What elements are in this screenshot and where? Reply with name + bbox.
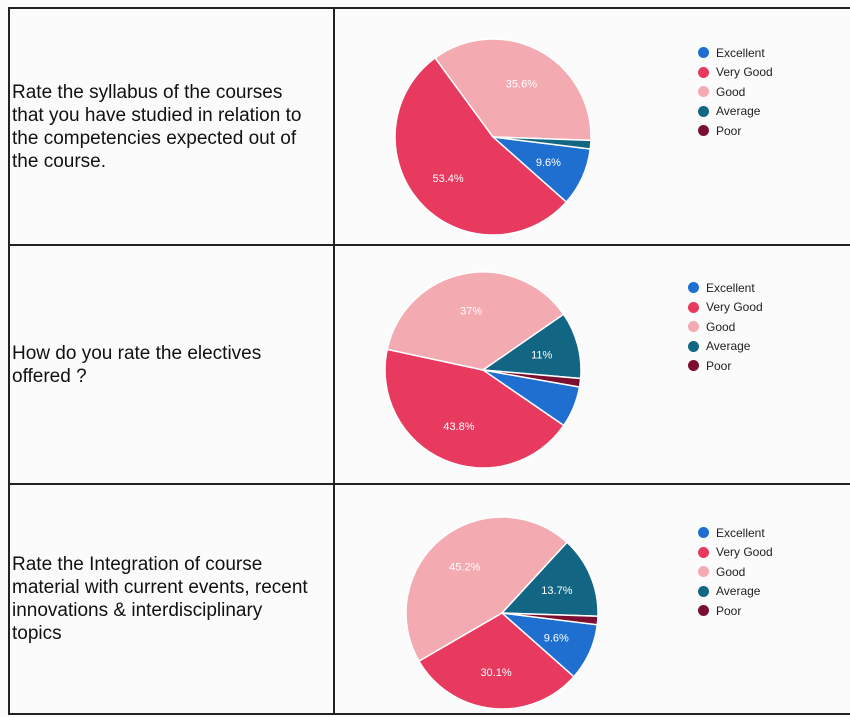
legend-label: Good xyxy=(716,564,746,579)
legend-swatch xyxy=(698,527,709,539)
legend: Excellent Very Good Good Average Poor xyxy=(698,43,773,141)
legend-item-average: Average xyxy=(698,582,773,602)
pie-slice-very-good xyxy=(417,612,575,710)
question-text: Rate the syllabus of the courses that yo… xyxy=(12,81,302,172)
legend-swatch xyxy=(698,86,709,98)
legend-label: Excellent xyxy=(706,280,755,295)
legend-label: Poor xyxy=(716,123,742,138)
legend-item-average: Average xyxy=(698,102,773,122)
legend: Excellent Very Good Good Average Poor xyxy=(698,523,773,621)
question-cell: Rate the syllabus of the courses that yo… xyxy=(12,9,330,244)
legend-item-very-good: Very Good xyxy=(698,543,773,563)
pie-slice-very-good xyxy=(384,348,565,469)
pie-slice-average xyxy=(492,136,592,150)
legend-label: Very Good xyxy=(716,65,773,80)
question-text: How do you rate the electives offered ? xyxy=(12,342,262,387)
pie-label-very-good: 43.8% xyxy=(443,421,474,433)
pie-label-average: 11% xyxy=(531,349,552,361)
legend-label: Average xyxy=(716,584,761,599)
pie-label-excellent: 9.6% xyxy=(536,157,561,169)
legend-label: Poor xyxy=(706,358,732,373)
legend-label: Very Good xyxy=(706,300,763,315)
pie-slice-good xyxy=(386,271,565,371)
table-row-divider xyxy=(8,244,850,246)
pie-label-good: 45.2% xyxy=(449,562,480,574)
legend-swatch xyxy=(688,282,699,294)
pie-chart: 43.8% 37% 11% xyxy=(384,271,582,469)
table-border-bottom xyxy=(8,713,850,715)
legend-swatch xyxy=(688,340,699,352)
pie-label-average: 13.7% xyxy=(541,585,572,597)
pie-slice-very-good xyxy=(394,56,568,236)
legend-item-excellent: Excellent xyxy=(688,278,763,298)
legend-swatch xyxy=(698,585,709,597)
legend-item-poor: Poor xyxy=(698,601,773,621)
legend-item-poor: Poor xyxy=(688,356,763,376)
pie-label-good: 35.6% xyxy=(506,78,537,90)
pie-slice-good xyxy=(405,516,569,663)
legend-swatch xyxy=(688,360,699,372)
legend-item-average: Average xyxy=(688,337,763,357)
legend-item-good: Good xyxy=(688,317,763,337)
legend-swatch xyxy=(698,66,709,78)
table-border-top xyxy=(8,7,850,9)
pie-chart: 9.6% 53.4% 35.6% xyxy=(394,38,592,236)
legend-label: Average xyxy=(706,339,751,354)
legend-swatch xyxy=(698,105,709,117)
pie-label-very-good: 53.4% xyxy=(432,173,463,185)
legend-item-good: Good xyxy=(698,562,773,582)
pie-label-good: 37% xyxy=(460,305,482,317)
question-text: Rate the Integration of course material … xyxy=(12,554,308,644)
legend-label: Good xyxy=(716,84,746,99)
table-border-left xyxy=(8,7,10,715)
legend-item-good: Good xyxy=(698,82,773,102)
legend-item-excellent: Excellent xyxy=(698,43,773,63)
legend-swatch xyxy=(698,546,709,558)
legend-label: Average xyxy=(716,104,761,119)
pie-chart: 9.6% 30.1% 45.2% 13.7% xyxy=(405,516,599,710)
question-cell: Rate the Integration of course material … xyxy=(12,485,330,713)
pie-slice-poor xyxy=(482,369,582,388)
legend-item-very-good: Very Good xyxy=(688,298,763,318)
chart-cell: 43.8% 37% 11% Excellent Very Good Good Ave… xyxy=(336,246,850,483)
legend-swatch xyxy=(698,47,709,59)
pie-label-very-good: 30.1% xyxy=(480,667,511,679)
legend-label: Excellent xyxy=(716,45,765,60)
chart-cell: 9.6% 53.4% 35.6% Excellent Very Good Good … xyxy=(336,9,850,244)
chart-cell: 9.6% 30.1% 45.2% 13.7% Excellent Very Good … xyxy=(336,485,850,713)
legend-label: Good xyxy=(706,319,736,334)
table-row-divider xyxy=(8,483,850,485)
question-cell: How do you rate the electives offered ? xyxy=(12,246,330,483)
legend-swatch xyxy=(698,125,709,137)
legend-label: Poor xyxy=(716,603,742,618)
legend-label: Excellent xyxy=(716,525,765,540)
pie-slice-average xyxy=(480,313,582,380)
legend: Excellent Very Good Good Average Poor xyxy=(688,278,763,376)
legend-item-poor: Poor xyxy=(698,121,773,141)
pie-label-excellent: 9.6% xyxy=(544,632,569,644)
legend-swatch xyxy=(688,321,699,333)
legend-swatch xyxy=(698,605,709,617)
legend-swatch xyxy=(698,566,709,578)
pie-slice-good xyxy=(434,38,592,142)
legend-label: Very Good xyxy=(716,545,773,560)
table-column-divider xyxy=(333,7,335,715)
legend-swatch xyxy=(688,301,699,313)
pie-slice-average xyxy=(500,541,599,618)
legend-item-very-good: Very Good xyxy=(698,63,773,83)
legend-item-excellent: Excellent xyxy=(698,523,773,543)
pie-slice-poor xyxy=(501,612,599,626)
